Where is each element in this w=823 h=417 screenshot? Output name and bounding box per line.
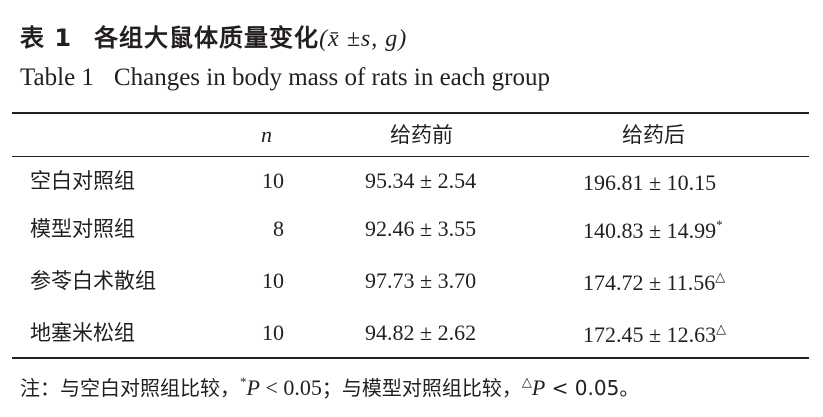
- note-text: 注：与空白对照组比较，: [20, 376, 240, 400]
- top-rule: [12, 112, 809, 114]
- mass-before: 92.46 ± 3.55: [365, 216, 477, 241]
- sample-size: 8: [273, 216, 284, 241]
- p-symbol: P: [246, 375, 260, 400]
- mass-after-value: 196.81 ± 10.15: [583, 170, 717, 195]
- significance-mark: △: [716, 321, 727, 336]
- note-text: ；与模型对照组比较，: [321, 376, 522, 400]
- group-name: 空白对照组: [30, 169, 135, 193]
- header-after: 给药后: [622, 123, 685, 147]
- table-number-en: Table 1: [20, 64, 94, 91]
- header-before: 给药前: [390, 123, 453, 147]
- table-number: 表 1: [20, 24, 73, 52]
- title-text: 各组大鼠体质量变化: [94, 24, 320, 52]
- title-text-en: Changes in body mass of rats in each gro…: [113, 64, 550, 91]
- mass-after: 140.83 ± 14.99*: [583, 218, 723, 244]
- mass-after: 196.81 ± 10.15: [583, 170, 716, 196]
- title-unit: (x̄ ±s, g): [319, 26, 408, 52]
- mass-after: 172.45 ± 12.63△: [583, 322, 726, 348]
- group-name: 参苓白术散组: [30, 269, 156, 293]
- significance-mark: *: [716, 217, 723, 232]
- sample-size: 10: [262, 168, 284, 193]
- mass-after-value: 172.45 ± 12.63: [583, 322, 717, 347]
- p-value: < 0.05: [259, 375, 322, 400]
- mass-after: 174.72 ± 11.56△: [583, 270, 725, 296]
- mass-after-value: 140.83 ± 14.99: [583, 218, 717, 243]
- header-rule: [12, 156, 809, 157]
- table-title-english: Table 1 Changes in body mass of rats in e…: [20, 64, 550, 92]
- mass-before: 94.82 ± 2.62: [365, 320, 477, 345]
- table-title-chinese: 表 1 各组大鼠体质量变化(x̄ ±s, g): [20, 18, 407, 53]
- group-name: 地塞米松组: [30, 321, 135, 345]
- table-note: 注：与空白对照组比较，*P < 0.05；与模型对照组比较，△P < 0.05。: [20, 372, 639, 401]
- triangle-mark: △: [521, 374, 532, 389]
- p-symbol: P: [531, 375, 546, 400]
- p-value: < 0.05。: [545, 376, 640, 400]
- mass-before: 97.73 ± 3.70: [365, 268, 477, 293]
- bottom-rule: [12, 357, 809, 359]
- group-name: 模型对照组: [30, 217, 135, 241]
- sample-size: 10: [262, 320, 284, 345]
- header-n: n: [261, 122, 272, 147]
- asterisk-mark: *: [240, 374, 247, 389]
- significance-mark: △: [715, 269, 726, 284]
- sample-size: 10: [262, 268, 284, 293]
- mass-after-value: 174.72 ± 11.56: [583, 270, 716, 295]
- mass-before: 95.34 ± 2.54: [365, 168, 477, 193]
